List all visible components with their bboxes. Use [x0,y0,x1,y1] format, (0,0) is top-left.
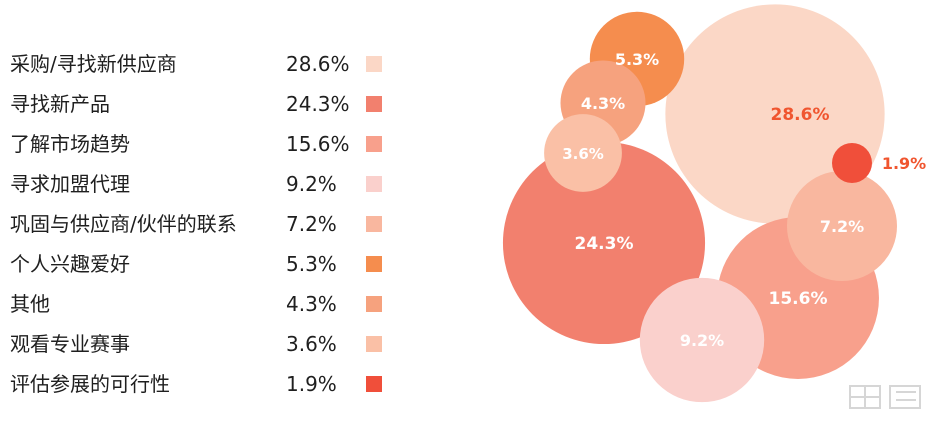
legend-swatch [366,136,382,152]
bubble-value-label: 9.2% [680,331,724,350]
bubble-value-label: 5.3% [615,50,659,69]
legend-value-label: 5.3% [286,252,337,276]
legend-swatch [366,216,382,232]
legend-value-label: 4.3% [286,292,337,316]
legend-value-label: 7.2% [286,212,337,236]
legend-category-label: 观看专业赛事 [10,332,130,356]
legend-row: 观看专业赛事 3.6% [0,329,420,359]
legend-swatch [366,56,382,72]
bubble-value-label: 7.2% [820,217,864,236]
legend-row: 采购/寻找新供应商 28.6% [0,49,420,79]
legend-category-label: 寻求加盟代理 [10,172,130,196]
legend-row: 个人兴趣爱好 5.3% [0,249,420,279]
bubble-chart: 28.6% 24.3% 15.6% 9.2% 7.2% 5.3% 4.3% 3.6% 1.9% [502,4,926,403]
legend-swatch [366,296,382,312]
legend-value-label: 24.3% [286,92,350,116]
legend-row: 评估参展的可行性 1.9% [0,369,420,399]
legend-row: 寻求加盟代理 9.2% [0,169,420,199]
legend-row: 了解市场趋势 15.6% [0,129,420,159]
bubble-value-label: 28.6% [771,105,830,125]
legend-category-label: 评估参展的可行性 [10,372,170,396]
legend-swatch [366,176,382,192]
legend-value-label: 15.6% [286,132,350,156]
bubble-value-label: 1.9% [882,154,926,173]
bubble [832,143,872,183]
legend-category-label: 采购/寻找新供应商 [10,52,177,76]
legend-value-label: 3.6% [286,332,337,356]
legend-category-label: 寻找新产品 [10,92,110,116]
bubble-value-label: 15.6% [769,289,828,309]
watermark-logo [849,385,921,409]
legend-swatch [366,336,382,352]
bubble-value-label: 24.3% [575,234,634,254]
legend-swatch [366,96,382,112]
legend-swatch [366,376,382,392]
chart-legend: 采购/寻找新供应商 28.6% 寻找新产品 24.3% 了解市场趋势 15.6% 寻求加盟代… [0,0,420,423]
bubble [639,277,765,403]
bubble [544,114,622,192]
bubble-value-label: 4.3% [581,94,625,113]
bubble [786,170,898,282]
legend-row: 巩固与供应商/伙伴的联系 7.2% [0,209,420,239]
legend-row: 其他 4.3% [0,289,420,319]
bubble-value-label: 3.6% [562,145,604,163]
legend-row: 寻找新产品 24.3% [0,89,420,119]
legend-category-label: 其他 [10,292,50,316]
legend-category-label: 巩固与供应商/伙伴的联系 [10,212,237,236]
bubble [665,4,885,224]
legend-value-label: 28.6% [286,52,350,76]
legend-category-label: 个人兴趣爱好 [10,252,130,276]
bubble [502,141,706,345]
legend-value-label: 1.9% [286,372,337,396]
legend-category-label: 了解市场趋势 [10,132,130,156]
legend-value-label: 9.2% [286,172,337,196]
legend-swatch [366,256,382,272]
